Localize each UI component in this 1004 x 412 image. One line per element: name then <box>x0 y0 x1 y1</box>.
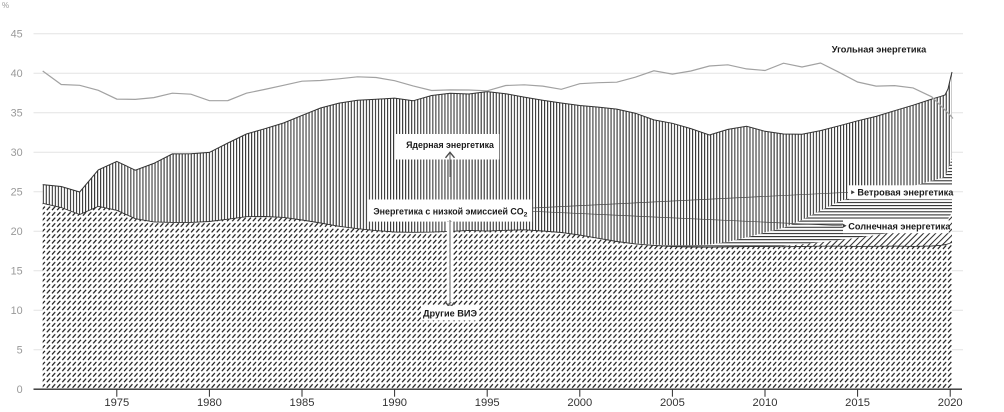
svg-text:1995: 1995 <box>475 397 500 407</box>
svg-text:2000: 2000 <box>567 397 592 407</box>
svg-text:1985: 1985 <box>290 397 315 407</box>
svg-text:1990: 1990 <box>382 397 407 407</box>
svg-text:2005: 2005 <box>660 397 685 407</box>
svg-text:2020: 2020 <box>938 397 963 407</box>
svg-text:Ветровая энергетика: Ветровая энергетика <box>857 187 954 197</box>
svg-text:45: 45 <box>11 28 23 40</box>
svg-text:Солнечная энергетика: Солнечная энергетика <box>848 222 951 232</box>
svg-text:Угольная энергетика: Угольная энергетика <box>832 44 927 54</box>
svg-text:30: 30 <box>11 147 23 159</box>
svg-text:1980: 1980 <box>197 397 222 407</box>
svg-text:20: 20 <box>11 226 23 238</box>
svg-text:2010: 2010 <box>753 397 778 407</box>
svg-text:1975: 1975 <box>104 397 129 407</box>
svg-text:Энергетика с низкой эмиссией C: Энергетика с низкой эмиссией CO2 <box>373 206 527 218</box>
svg-text:25: 25 <box>11 186 23 198</box>
svg-text:Другие ВИЭ: Другие ВИЭ <box>423 309 478 319</box>
svg-text:10: 10 <box>11 305 23 317</box>
svg-text:%: % <box>2 1 9 10</box>
svg-text:40: 40 <box>11 68 23 80</box>
svg-text:Ядерная энергетика: Ядерная энергетика <box>406 140 494 150</box>
svg-text:15: 15 <box>11 265 23 277</box>
svg-text:35: 35 <box>11 107 23 119</box>
svg-text:2015: 2015 <box>845 397 870 407</box>
svg-text:5: 5 <box>17 344 23 356</box>
svg-text:0: 0 <box>17 384 23 396</box>
